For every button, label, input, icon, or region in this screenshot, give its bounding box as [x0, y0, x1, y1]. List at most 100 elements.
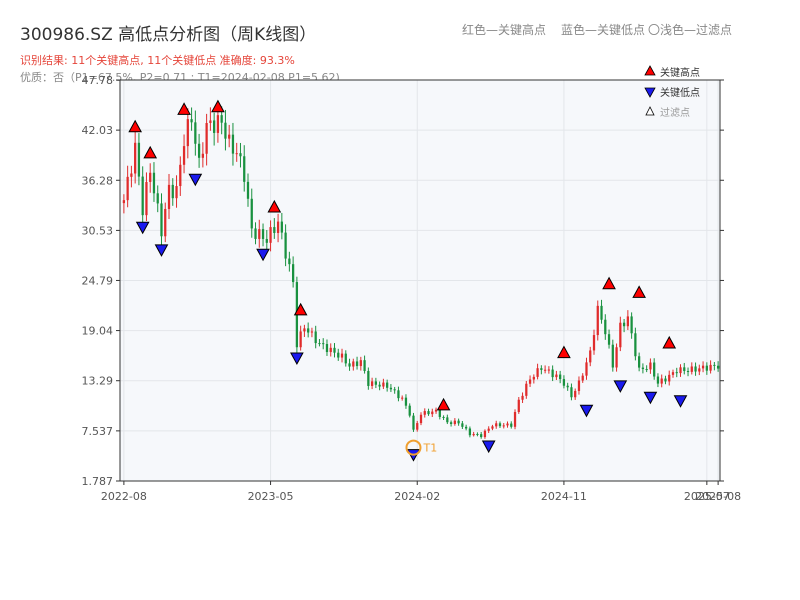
candle	[577, 376, 581, 395]
candle	[611, 339, 614, 372]
candle-body	[171, 184, 174, 199]
candle-body	[513, 411, 517, 427]
candle-body	[457, 420, 460, 424]
candle	[310, 327, 314, 338]
candle	[543, 365, 547, 374]
candle	[491, 424, 494, 431]
candle-body	[701, 365, 705, 369]
candle-body	[224, 122, 227, 139]
candle	[487, 426, 490, 434]
candle-body	[491, 426, 494, 429]
candle-body	[220, 115, 223, 123]
candle	[634, 327, 637, 361]
candle-body	[340, 353, 344, 358]
candle	[393, 386, 396, 394]
candle	[171, 178, 174, 206]
candle	[619, 316, 622, 352]
key-low-marker	[613, 380, 628, 393]
candle	[182, 134, 186, 174]
candle	[235, 142, 238, 162]
candle	[246, 173, 250, 207]
candle	[378, 381, 381, 391]
candle	[280, 212, 283, 240]
candle	[370, 377, 374, 390]
candle-body	[258, 229, 261, 239]
candle	[472, 431, 475, 437]
candle	[502, 423, 505, 429]
candle-body	[318, 343, 321, 345]
candle	[574, 388, 577, 400]
candle-body	[498, 423, 502, 427]
candle-body	[182, 146, 186, 165]
candle-body	[303, 328, 306, 332]
candle	[607, 329, 611, 349]
x-tick-label: 2024-02	[394, 490, 440, 503]
candle	[419, 412, 423, 426]
candle-body	[630, 316, 633, 334]
candle	[630, 312, 633, 339]
candle-body	[461, 423, 464, 427]
candle-body	[228, 134, 231, 139]
candle-body	[521, 395, 524, 400]
candle	[137, 133, 141, 186]
candle-body	[122, 200, 126, 204]
candle	[683, 362, 686, 375]
candle-body	[378, 384, 381, 387]
candle-body	[679, 367, 682, 374]
key-low-marker	[290, 352, 304, 366]
candle-body	[243, 156, 246, 182]
candle-body	[419, 414, 423, 424]
candle	[686, 367, 690, 377]
candle-body	[641, 367, 645, 370]
candle	[303, 324, 306, 337]
candle-body	[581, 375, 584, 381]
candle	[581, 373, 584, 383]
candle	[194, 110, 197, 156]
candle-body	[438, 409, 441, 417]
candle	[431, 408, 434, 418]
candle	[476, 432, 479, 437]
candle	[291, 256, 295, 288]
candle-body	[126, 176, 129, 201]
candle-body	[235, 153, 238, 155]
candle-body	[246, 181, 250, 199]
y-tick-label: 7.537	[82, 425, 114, 438]
t1-circle	[405, 439, 422, 456]
candle-body	[299, 331, 302, 348]
candle	[329, 343, 332, 357]
legend-label: 过滤点	[660, 106, 690, 119]
candle-body	[363, 360, 366, 371]
candle	[449, 420, 453, 427]
candle	[273, 218, 276, 239]
key-high-marker	[662, 335, 677, 349]
candle	[149, 163, 152, 193]
candle	[348, 358, 351, 371]
candle-body	[465, 426, 468, 429]
pivot-markers: T1	[128, 99, 688, 462]
candle	[641, 363, 645, 374]
candle-body	[190, 119, 193, 123]
candle	[442, 415, 445, 421]
candle	[126, 165, 129, 208]
candle	[254, 222, 257, 245]
candle-body	[585, 362, 588, 376]
candle-body	[668, 374, 671, 382]
candle-body	[502, 425, 505, 427]
key-low-marker	[673, 395, 688, 408]
candle	[521, 392, 524, 403]
candle-body	[265, 238, 268, 243]
candle-body	[671, 372, 675, 375]
candle	[284, 224, 287, 267]
candle-body	[589, 350, 592, 363]
candle	[386, 379, 389, 392]
candle	[186, 108, 189, 159]
candle	[698, 364, 701, 376]
candle-body	[348, 363, 351, 367]
candle	[690, 362, 693, 375]
candle-body	[434, 409, 438, 412]
candle	[532, 374, 535, 384]
candle-body	[645, 369, 648, 371]
candle-body	[382, 382, 385, 387]
candle	[596, 300, 599, 341]
candle	[423, 408, 426, 418]
